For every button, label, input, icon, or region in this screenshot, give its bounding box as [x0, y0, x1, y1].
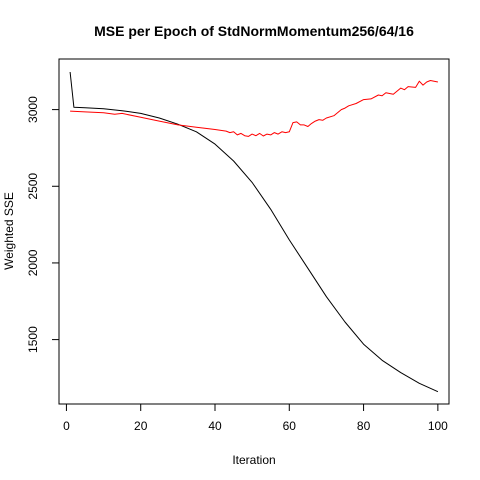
y-tick-label: 3000: [26, 96, 40, 123]
y-axis-label: Weighted SSE: [2, 192, 16, 270]
y-tick-label: 2000: [26, 249, 40, 276]
series-layer: [69, 71, 439, 393]
y-tick-label: 2500: [26, 173, 40, 200]
x-tick-label: 80: [357, 419, 371, 433]
y-tick-label: 1500: [26, 326, 40, 353]
x-tick-label: 0: [63, 419, 70, 433]
x-tick-label: 40: [208, 419, 222, 433]
x-tick-label: 100: [428, 419, 448, 433]
series-line-1: [69, 71, 439, 393]
x-tick-label: 20: [134, 419, 148, 433]
plot-frame: [58, 58, 450, 405]
series-line-2: [70, 80, 439, 137]
x-tick-label: 60: [283, 419, 297, 433]
chart-title: MSE per Epoch of StdNormMomentum256/64/1…: [94, 23, 414, 39]
x-axis-label: Iteration: [232, 453, 275, 467]
x-axis: 0 20 40 60 80 100: [63, 403, 448, 433]
y-axis: 1500 2000 2500 3000: [26, 96, 60, 353]
